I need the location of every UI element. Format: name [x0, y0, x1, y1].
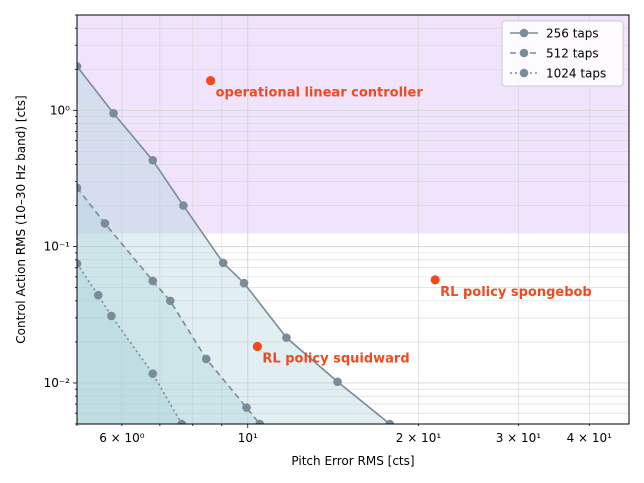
series-marker — [77, 183, 82, 193]
legend: 256 taps 512 taps 1024 taps — [501, 20, 624, 87]
x-tick-label: 4 × 10¹ — [567, 431, 613, 445]
y-tick-label: 10⁻² — [44, 376, 71, 390]
controller-point-label: operational linear controller — [216, 86, 424, 101]
controller-point — [252, 341, 263, 352]
annotated-points: operational linear controller RL policy s… — [206, 76, 592, 367]
controller-point-label: RL policy spongebob — [440, 285, 592, 300]
series-marker — [109, 109, 118, 118]
series-marker — [107, 311, 116, 321]
axis-ticks: 6 × 10⁰ 10¹ 2 × 10¹ 3 × 10¹ 4 × 10¹ 10⁻² 10⁻¹ 1… — [44, 14, 613, 445]
legend-marker — [519, 48, 529, 58]
series-marker — [165, 296, 175, 306]
series-marker — [100, 219, 110, 228]
series-marker — [148, 276, 158, 286]
controller-point — [206, 76, 216, 86]
series-marker — [239, 278, 249, 288]
region-fills — [77, 66, 390, 424]
legend-box — [501, 20, 624, 87]
series-marker — [201, 354, 211, 364]
x-tick-label: 6 × 10⁰ — [99, 431, 145, 445]
series-marker — [77, 259, 82, 268]
legend-marker — [519, 28, 529, 38]
series-marker — [242, 403, 251, 412]
series-marker — [77, 62, 82, 71]
legend-label: 256 taps — [546, 27, 599, 41]
series-marker — [93, 290, 103, 300]
controller-point — [430, 275, 440, 285]
y-tick-label: 10⁻¹ — [44, 240, 71, 254]
x-tick-label: 10¹ — [238, 431, 258, 445]
series-lines — [77, 62, 395, 424]
series-marker — [148, 369, 158, 378]
legend-label: 1024 taps — [546, 67, 606, 81]
x-tick-label: 2 × 10¹ — [396, 431, 442, 445]
series-marker — [177, 419, 187, 424]
y-axis-label: Control Action RMS (10–30 Hz band) [cts] — [14, 95, 28, 344]
series-marker — [179, 201, 188, 210]
series-line — [77, 263, 183, 424]
x-axis-label: Pitch Error RMS [cts] — [291, 454, 414, 468]
series-marker — [333, 377, 342, 387]
series-marker — [255, 419, 265, 424]
series-marker — [148, 155, 158, 165]
controller-point-label: RL policy squidward — [262, 352, 409, 367]
series-marker — [218, 258, 228, 268]
legend-marker — [519, 68, 529, 78]
x-tick-label: 3 × 10¹ — [496, 431, 542, 445]
region-fill — [77, 187, 260, 424]
region-fill — [77, 263, 182, 424]
plot-frame — [76, 14, 630, 425]
legend-label: 512 taps — [546, 47, 599, 61]
series-marker — [385, 419, 395, 424]
region-fill — [77, 66, 390, 424]
series-marker — [282, 333, 291, 342]
y-tick-label: 10⁰ — [50, 103, 70, 117]
